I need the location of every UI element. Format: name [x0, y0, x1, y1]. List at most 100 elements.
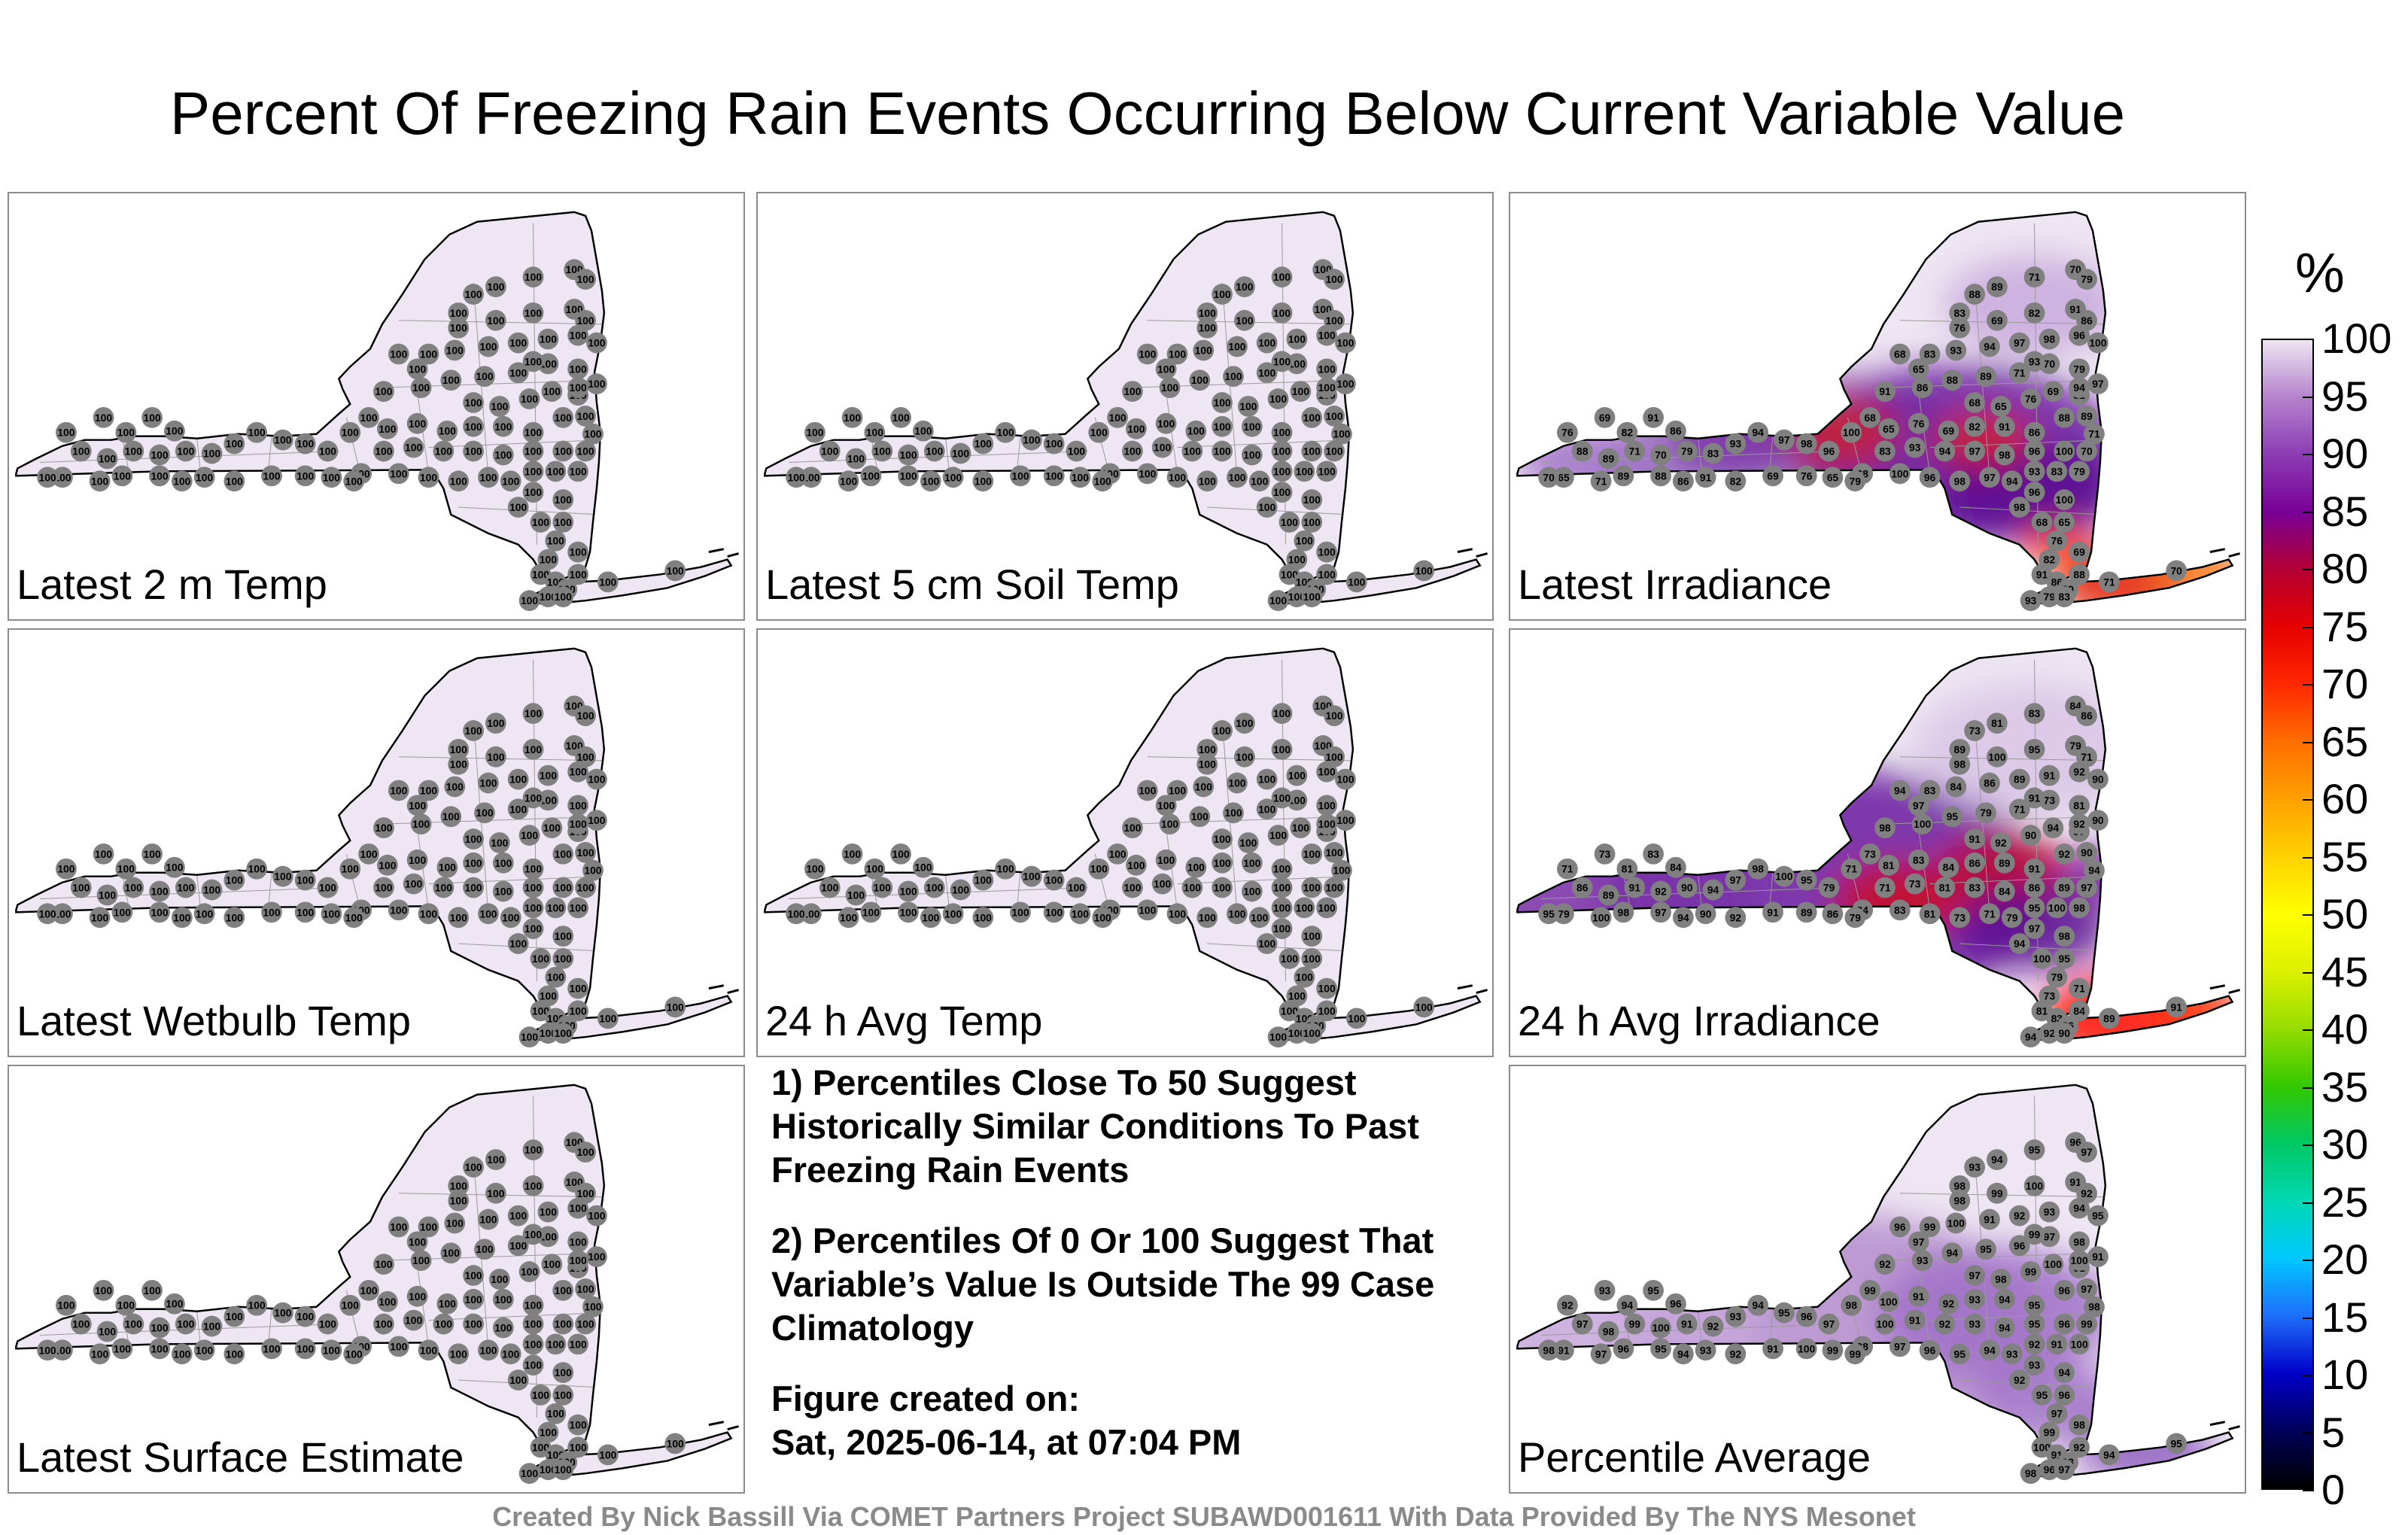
station-dot — [406, 412, 428, 434]
station-marker: 100 — [1271, 918, 1293, 940]
station-marker: 86 — [1822, 903, 1844, 925]
island-mark — [2209, 1421, 2226, 1427]
station-dot — [1301, 877, 1323, 898]
station-value: 100 — [521, 393, 538, 405]
station-dot — [223, 1306, 245, 1327]
station-value: 100 — [2045, 1258, 2062, 1270]
station-dot — [70, 440, 92, 462]
station-marker: 100 — [37, 467, 58, 488]
island-mark — [2228, 989, 2240, 995]
station-marker: 70 — [2166, 560, 2188, 582]
station-marker: 100 — [1166, 343, 1188, 365]
station-dot — [2023, 1294, 2045, 1316]
station-dot — [552, 586, 574, 608]
station-dot — [2008, 1369, 2030, 1391]
station-dot — [1889, 1216, 1911, 1238]
county-line — [1960, 506, 2102, 515]
station-value: 100 — [173, 911, 190, 923]
station-marker: 100 — [801, 467, 822, 488]
station-dot — [530, 948, 552, 969]
station-dot — [1590, 907, 1612, 929]
station-marker: 91 — [1695, 467, 1716, 488]
station-dot — [567, 897, 589, 919]
station-marker: 100 — [1223, 366, 1244, 388]
station-dot — [1844, 1343, 1866, 1365]
station-dot — [70, 1313, 92, 1335]
station-dot — [1256, 798, 1278, 820]
station-dot — [522, 351, 544, 372]
station-value: 79 — [1681, 445, 1693, 457]
station-dot — [552, 440, 574, 462]
station-dot — [463, 284, 484, 305]
station-value: 100 — [196, 907, 213, 919]
station-value: 90 — [2059, 1027, 2071, 1039]
station-marker: 100 — [317, 1313, 339, 1335]
station-value: 100 — [588, 814, 605, 826]
station-marker: 100 — [373, 381, 394, 403]
panel-label: 24 h Avg Temp — [765, 997, 1043, 1044]
station-marker: 100 — [343, 470, 365, 492]
station-marker: 100 — [507, 332, 529, 354]
station-value: 100 — [479, 1344, 497, 1356]
station-marker: 100 — [567, 1333, 589, 1355]
colorbar-tick-label: 95 — [2321, 372, 2369, 420]
station-value: 97 — [2044, 1230, 2056, 1242]
station-marker: 100 — [261, 901, 282, 923]
station-value: 100 — [1348, 576, 1365, 588]
station-value: 95 — [2059, 953, 2071, 965]
station-value: 100 — [540, 591, 557, 603]
station-value: 65 — [1913, 363, 1925, 375]
station-dot — [786, 903, 807, 925]
station-value: 100 — [479, 341, 497, 353]
station-dot — [223, 1343, 245, 1365]
station-value: 100 — [944, 471, 962, 483]
station-marker: 65 — [1990, 396, 2011, 417]
station-dot — [575, 1313, 596, 1335]
station-dot — [552, 512, 574, 533]
station-dot — [485, 1149, 506, 1171]
station-marker: 100 — [463, 1157, 484, 1178]
station-value: 100 — [1213, 882, 1230, 894]
station-value: 100 — [1325, 710, 1342, 722]
station-marker: 100 — [321, 903, 342, 925]
station-dot — [1271, 302, 1293, 324]
station-value: 100 — [1318, 381, 1336, 394]
station-marker: 83 — [2054, 586, 2075, 608]
station-value: 96 — [2069, 1136, 2081, 1148]
station-dot — [294, 869, 316, 891]
station-value: 95 — [1801, 874, 1813, 886]
station-value: 100 — [1296, 901, 1313, 913]
station-dot — [1151, 436, 1173, 458]
station-marker: 100 — [294, 869, 316, 891]
station-marker: 94 — [1993, 1288, 2015, 1310]
station-dot — [2087, 373, 2109, 395]
station-value: 92 — [1707, 1321, 1719, 1333]
station-value: 100 — [555, 494, 572, 506]
station-value: 98 — [1954, 475, 1966, 487]
colorbar-tick-label: 45 — [2321, 947, 2369, 995]
station-marker: 100 — [440, 369, 462, 391]
station-value: 71 — [2029, 271, 2041, 283]
station-value: 100 — [125, 882, 142, 894]
station-value: 100 — [263, 470, 280, 482]
station-dot — [1345, 571, 1367, 593]
station-dot — [1938, 420, 1960, 442]
station-dot — [2076, 406, 2097, 427]
station-dot — [2054, 877, 2075, 898]
station-value: 94 — [1984, 1344, 1996, 1356]
station-value: 92 — [2044, 1027, 2056, 1039]
station-value: 100 — [866, 863, 883, 875]
station-value: 100 — [1281, 568, 1298, 580]
station-value: 76 — [1913, 418, 1925, 430]
station-marker: 100 — [403, 873, 424, 895]
station-value: 100 — [494, 1293, 512, 1306]
station-value: 68 — [1864, 412, 1876, 424]
station-dot — [1889, 780, 1911, 801]
station-marker: 100 — [1212, 877, 1233, 898]
station-marker: 100 — [995, 858, 1017, 880]
station-dot — [1908, 795, 1929, 816]
station-marker: 91 — [1874, 381, 1896, 403]
station-dot — [1598, 1321, 1619, 1342]
station-dot — [406, 358, 428, 380]
station-dot — [448, 302, 470, 324]
